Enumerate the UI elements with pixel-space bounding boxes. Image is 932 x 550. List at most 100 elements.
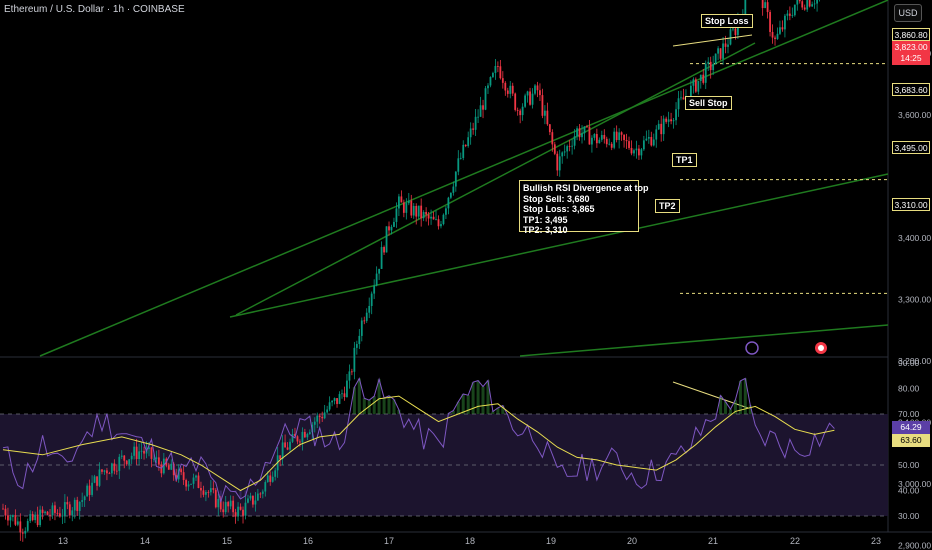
candle <box>474 116 477 130</box>
candle <box>583 126 586 134</box>
candle <box>457 158 460 172</box>
candle <box>252 495 254 505</box>
candle <box>202 490 205 495</box>
currency-button[interactable]: USD <box>894 4 922 22</box>
candle <box>51 505 54 516</box>
candle <box>261 491 264 494</box>
candle <box>494 66 497 73</box>
candle <box>279 455 282 459</box>
candle <box>704 63 707 83</box>
candle <box>482 105 484 110</box>
candle <box>348 371 351 381</box>
candle <box>205 492 207 495</box>
rsi-axis-tick: 80.00 <box>898 384 920 394</box>
candle <box>586 126 588 128</box>
candle <box>187 484 190 487</box>
candle <box>9 517 12 521</box>
candle <box>501 78 504 83</box>
candle <box>150 447 153 459</box>
candle <box>7 515 9 521</box>
candle <box>437 219 440 227</box>
current-price-tag: 3,823.00 <box>892 41 930 54</box>
candle <box>645 138 648 141</box>
candle <box>232 500 235 513</box>
candle <box>296 436 299 442</box>
candle <box>24 530 27 534</box>
candle <box>440 224 442 227</box>
candle <box>61 515 64 517</box>
candle <box>66 502 69 505</box>
candle <box>694 79 697 92</box>
candle <box>784 15 786 30</box>
candle <box>140 450 143 452</box>
candle <box>652 139 655 146</box>
annotation-box[interactable]: Bullish RSI Divergence at top Stop Sell:… <box>519 180 649 235</box>
rsi-axis-tick: 30.00 <box>898 511 920 521</box>
candle <box>224 502 227 513</box>
candle <box>467 137 470 147</box>
candle <box>68 504 71 516</box>
candle <box>598 139 601 144</box>
candle <box>539 90 541 96</box>
candle <box>709 61 712 71</box>
candle <box>670 119 672 122</box>
candle <box>19 521 22 533</box>
candle <box>120 455 123 457</box>
candle <box>581 133 583 138</box>
candle <box>603 135 606 139</box>
candle <box>410 200 413 216</box>
candle <box>395 208 398 222</box>
candle <box>16 521 19 525</box>
stop-loss-label[interactable]: Stop Loss <box>701 14 753 28</box>
candle <box>254 500 257 505</box>
candle <box>148 447 150 450</box>
candle <box>605 138 608 145</box>
candle <box>299 441 301 443</box>
candle <box>108 473 111 475</box>
candle <box>76 499 79 511</box>
candle <box>91 482 93 495</box>
candle <box>771 31 774 38</box>
time-axis-tick: 17 <box>384 536 394 546</box>
candle <box>390 226 393 231</box>
candle <box>271 476 274 482</box>
candle <box>106 470 108 474</box>
candle <box>442 214 445 225</box>
candle <box>469 128 472 138</box>
candle <box>506 90 509 94</box>
candle <box>808 0 811 7</box>
candle <box>672 120 675 122</box>
candle <box>244 502 247 516</box>
sell-stop-label[interactable]: Sell Stop <box>685 96 732 110</box>
candle <box>642 140 645 150</box>
time-axis-tick: 22 <box>790 536 800 546</box>
candle <box>732 28 734 30</box>
tp1-label[interactable]: TP1 <box>672 153 697 167</box>
candle <box>383 247 385 253</box>
candle <box>214 489 217 508</box>
price-axis-tick: 3,600.00 <box>898 110 931 120</box>
flag-icon-inner <box>818 345 824 351</box>
candle <box>355 344 358 348</box>
candle <box>571 145 574 147</box>
tp2-label[interactable]: TP2 <box>655 199 680 213</box>
candle <box>432 216 435 220</box>
candle <box>462 144 465 159</box>
candle <box>341 393 343 395</box>
candle <box>39 509 42 526</box>
price-axis-tick: 3,200.00 <box>898 356 931 366</box>
candle <box>113 463 116 471</box>
candle <box>544 110 546 116</box>
candle <box>306 434 309 438</box>
candle <box>118 456 121 471</box>
candle <box>229 500 232 507</box>
candle <box>249 495 252 499</box>
candle <box>350 371 353 373</box>
candle <box>420 205 423 219</box>
price-axis-tick: 3,400.00 <box>898 233 931 243</box>
candle <box>764 2 767 9</box>
candle <box>635 148 638 151</box>
candle <box>378 268 381 274</box>
price-axis-tick: 2,900.00 <box>898 541 931 550</box>
